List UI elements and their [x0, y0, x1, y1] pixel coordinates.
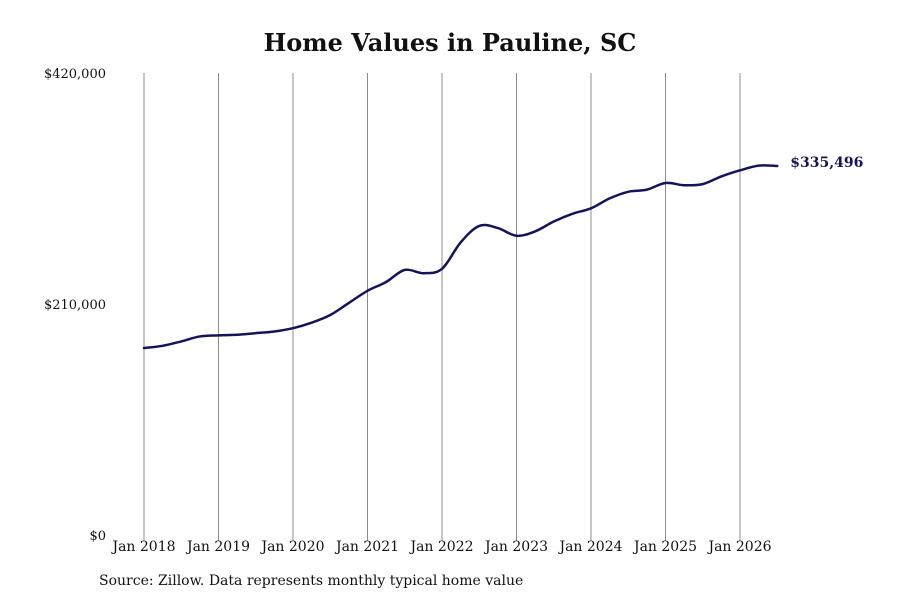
y-axis-ticks: $0 $210,000 $420,000 [44, 67, 106, 544]
series-line-0 [142, 164, 779, 350]
y-tick-label-1: $210,000 [44, 298, 106, 313]
x-axis-ticks: Jan 2018 Jan 2019 Jan 2020 Jan 2021 Jan 2022… [110, 539, 771, 555]
x-tick-label-1: Jan 2019 [185, 539, 250, 555]
source-note: Source: Zillow. Data represents monthly … [99, 573, 524, 589]
end-value-label: $335,496 [790, 155, 863, 171]
x-tick-label-7: Jan 2025 [632, 539, 697, 555]
series-layer [142, 164, 779, 350]
x-tick-label-8: Jan 2026 [706, 539, 771, 555]
x-tick-label-2: Jan 2020 [259, 539, 324, 555]
x-tick-label-4: Jan 2022 [408, 539, 473, 555]
chart-title: Home Values in Pauline, SC [263, 28, 637, 57]
y-tick-label-0: $0 [89, 529, 106, 544]
x-tick-label-5: Jan 2023 [483, 539, 548, 555]
x-tick-label-0: Jan 2018 [110, 539, 175, 555]
gridlines [143, 73, 741, 541]
y-tick-label-2: $420,000 [44, 67, 106, 82]
x-tick-label-6: Jan 2024 [557, 539, 622, 555]
annotations: $335,496 [790, 155, 863, 171]
x-tick-label-3: Jan 2021 [334, 539, 399, 555]
